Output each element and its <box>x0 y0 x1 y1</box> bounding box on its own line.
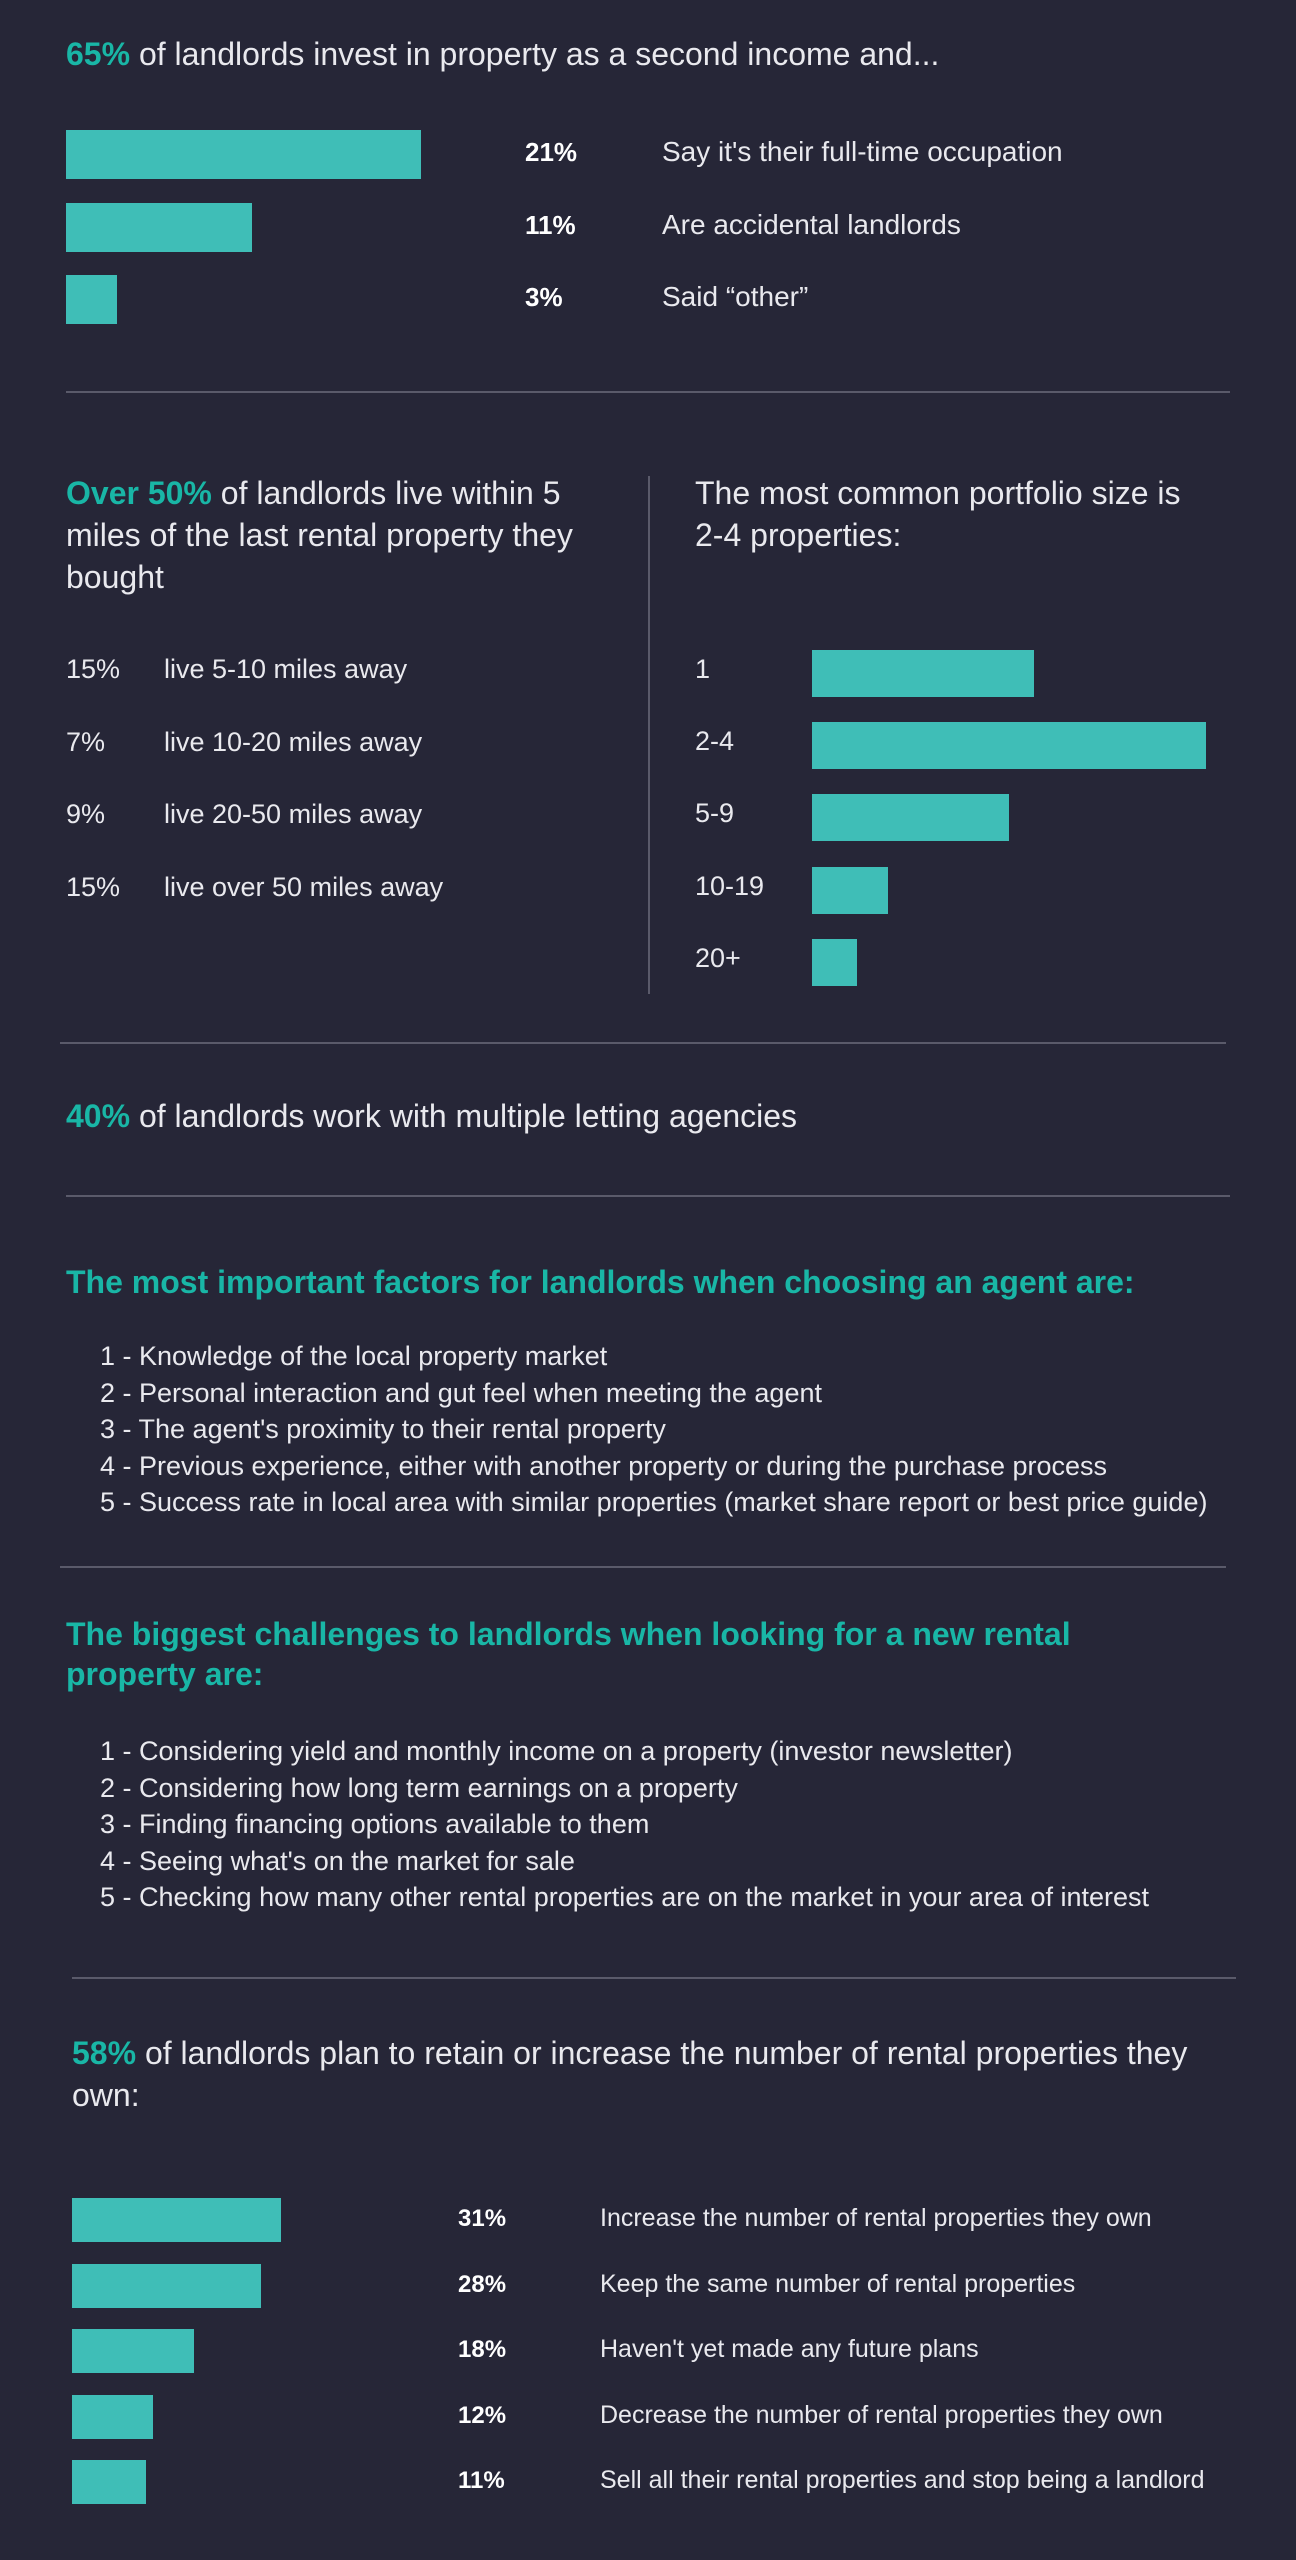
challenges-heading: The biggest challenges to landlords when… <box>66 1616 1071 1692</box>
section3-text: of landlords work with multiple letting … <box>130 1098 798 1134</box>
bar-future-plan <box>72 2460 147 2504</box>
distance-pct: 15% <box>66 871 121 902</box>
section6-text: of landlords plan to retain or increase … <box>72 2035 1188 2113</box>
divider-5 <box>72 1977 1236 1979</box>
bar-portfolio-size <box>812 794 1009 842</box>
distance-label: live 20-50 miles away <box>164 799 423 829</box>
bar-value-label: 12% <box>458 2401 507 2429</box>
bar-category-label: Decrease the number of rental properties… <box>600 2400 1163 2429</box>
distance-label: live 10-20 miles away <box>164 726 423 757</box>
factor-item: 5 - Success rate in local area with simi… <box>100 1487 1208 1517</box>
distance-pct: 9% <box>66 799 106 829</box>
divider-3 <box>66 1195 1230 1197</box>
bar-future-plan <box>72 2263 261 2308</box>
distance-pct: 15% <box>66 654 121 684</box>
challenge-item: 2 - Considering how long term earnings o… <box>100 1772 738 1803</box>
bar-value-label: 28% <box>458 2270 507 2298</box>
distance-label: live over 50 miles away <box>164 871 444 902</box>
portfolio-category-label: 20+ <box>695 942 741 973</box>
section6-highlight: 58% <box>72 2035 137 2071</box>
bar-portfolio-size <box>812 722 1206 770</box>
challenge-item: 1 - Considering yield and monthly income… <box>100 1736 1013 1766</box>
bar-category-label: Are accidental landlords <box>662 208 961 240</box>
factors-heading: The most important factors for landlords… <box>66 1264 1135 1300</box>
section1-text: of landlords invest in property as a sec… <box>130 36 940 72</box>
section2-highlight: Over 50% <box>66 475 212 511</box>
bar-category-label: Said “other” <box>662 281 809 312</box>
bar-category-label: Keep the same number of rental propertie… <box>600 2269 1076 2298</box>
section3-statement: 40% of landlords work with multiple lett… <box>66 1094 1246 1138</box>
section2-left-statement: Over 50% of landlords live within 5 mile… <box>66 472 626 598</box>
bar-category-label: Haven't yet made any future plans <box>600 2335 979 2363</box>
divider-1 <box>66 391 1230 393</box>
bar-portfolio-size <box>812 866 888 914</box>
challenge-item: 5 - Checking how many other rental prope… <box>100 1882 1150 1912</box>
section6-statement: 58% of landlords plan to retain or incre… <box>72 2032 1222 2116</box>
bar-landlord-type <box>66 130 421 179</box>
portfolio-category-label: 5-9 <box>695 798 735 829</box>
factor-item: 3 - The agent's proximity to their renta… <box>100 1414 666 1444</box>
bar-value-label: 31% <box>458 2205 507 2232</box>
section1-highlight: 65% <box>66 36 131 72</box>
bar-future-plan <box>72 2198 282 2242</box>
bar-category-label: Increase the number of rental properties… <box>600 2204 1152 2232</box>
bar-value-label: 21% <box>525 137 578 167</box>
bar-category-label: Sell all their rental properties and sto… <box>600 2466 1205 2494</box>
bar-portfolio-size <box>812 938 858 986</box>
section2-left-text: of landlords live within 5 miles of the … <box>66 475 573 595</box>
bar-landlord-type <box>66 202 252 252</box>
factors-list: 1 - Knowledge of the local property mark… <box>100 1338 1270 1521</box>
bar-value-label: 18% <box>458 2336 507 2363</box>
challenge-item: 4 - Seeing what's on the market for sale <box>100 1845 575 1876</box>
bar-category-label: Say it's their full-time occupation <box>662 136 1063 167</box>
bar-future-plan <box>72 2394 153 2439</box>
bar-value-label: 3% <box>525 282 563 312</box>
portfolio-category-label: 1 <box>695 654 711 684</box>
section3-highlight: 40% <box>66 1098 131 1134</box>
distance-label: live 5-10 miles away <box>164 654 408 684</box>
distance-pct: 7% <box>66 726 106 757</box>
bar-landlord-type <box>66 275 117 324</box>
challenge-item: 3 - Finding financing options available … <box>100 1809 650 1839</box>
divider-2 <box>60 1042 1226 1044</box>
portfolio-title: The most common portfolio size is 2-4 pr… <box>695 475 1181 553</box>
divider-4 <box>60 1566 1226 1568</box>
section1-statement: 65% of landlords invest in property as a… <box>66 32 1246 76</box>
vertical-divider <box>648 476 650 994</box>
factor-item: 4 - Previous experience, either with ano… <box>100 1450 1108 1481</box>
factor-item: 2 - Personal interaction and gut feel wh… <box>100 1377 822 1408</box>
bar-value-label: 11% <box>525 209 576 240</box>
factor-item: 1 - Knowledge of the local property mark… <box>100 1341 608 1371</box>
bar-portfolio-size <box>812 650 1035 697</box>
portfolio-category-label: 10-19 <box>695 870 765 901</box>
bar-value-label: 11% <box>458 2467 505 2494</box>
challenges-list: 1 - Considering yield and monthly income… <box>100 1733 1270 1916</box>
portfolio-category-label: 2-4 <box>695 726 735 757</box>
bar-future-plan <box>72 2329 194 2373</box>
